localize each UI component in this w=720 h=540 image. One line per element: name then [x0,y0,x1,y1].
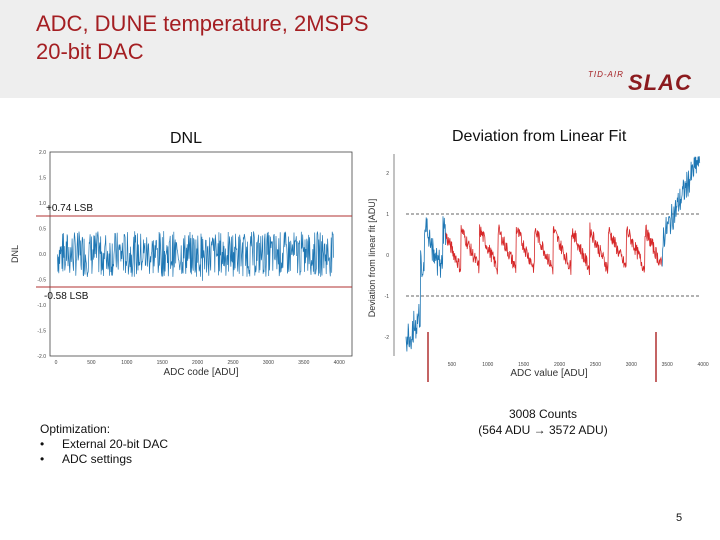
dnl-series-line [57,231,334,281]
dnl-x-tick-label: 2500 [227,360,238,366]
page-number: 5 [676,512,683,524]
dnl-y-tick-label: -0.5 [37,278,46,284]
dnl-x-tick-label: 2000 [192,360,203,366]
dnl-x-tick-label: 4000 [334,360,345,366]
dnl-x-tick-label: 1500 [157,360,168,366]
range-counts: 3008 Counts [508,407,578,421]
logo-text: SLAC [628,70,692,95]
dnl-y-tick-label: -2.0 [37,354,46,360]
notes-item: ADC settings [40,452,168,467]
fit-y-axis-label: Deviation from linear fit [ADU] [367,199,377,318]
fit-x-tick-label: 2500 [590,362,601,368]
dnl-upper-label: +0.74 LSB [46,203,93,214]
range-span: (564 ADU → 3572 ADU) [478,423,608,437]
fit-y-tick-label: 1 [386,212,389,218]
dnl-x-axis-label: ADC code [ADU] [163,367,238,378]
fit-y-tick-label: -2 [385,335,390,341]
fit-series-blue-left [405,216,447,352]
notes-heading: Optimization: [40,422,111,436]
fit-x-tick-label: 1500 [518,362,529,368]
dnl-x-tick-label: 3500 [298,360,309,366]
fit-x-tick-label: 1000 [482,362,493,368]
fit-x-axis-label: ADC value [ADU] [510,368,587,379]
fit-plot-title: Deviation from Linear Fit [452,128,627,145]
slide-title: ADC, DUNE temperature, 2MSPS 20-bit DAC [36,11,369,64]
fit-y-tick-label: 0 [386,253,389,259]
fit-series-blue-right [661,156,701,267]
fit-y-tick-label: 2 [386,171,389,177]
dnl-ticks: 0 500 1000 1500 2000 2500 3000 3500 4000 -2.0 -1.5… [37,150,345,366]
fit-ticks: 500 1000 1500 2000 2500 3000 3500 4000 -2 -1 0 1 2 [385,171,709,368]
fit-x-tick-label: 2000 [554,362,565,368]
dnl-y-axis-label: DNL [10,245,20,263]
dnl-plot-frame [49,151,353,357]
slac-logo: TID-AIR SLAC [586,64,696,95]
dnl-x-tick-label: 3000 [263,360,274,366]
dnl-lower-label: -0.58 LSB [44,291,89,302]
dnl-x-tick-label: 500 [87,360,96,366]
dnl-x-tick-label: 1000 [121,360,132,366]
dnl-chart: DNL ADC code [ADU] 0 500 1000 1500 2000 2500 3… [10,150,353,378]
dnl-y-tick-label: 2.0 [39,150,46,156]
fit-chart: Deviation from linear fit [ADU] ADC valu… [367,154,709,382]
notes-list: External 20-bit DAC ADC settings [40,437,168,467]
fit-x-tick-label: 3000 [626,362,637,368]
dnl-y-tick-label: -1.0 [37,303,46,309]
notes-item: External 20-bit DAC [40,437,168,452]
dnl-x-tick-label: 0 [55,360,58,366]
fit-x-tick-label: 3500 [662,362,673,368]
fit-x-tick-label: 500 [448,362,457,368]
dnl-plot-title: DNL [170,130,203,147]
dnl-y-tick-label: 0.5 [39,227,46,233]
range-annotation: 3008 Counts (564 ADU → 3572 ADU) [468,406,618,438]
dnl-y-tick-label: 1.0 [39,201,46,207]
slide-header [0,0,720,98]
optimization-notes: Optimization: External 20-bit DAC ADC se… [40,422,168,467]
dnl-y-tick-label: 1.5 [39,176,46,182]
dnl-guides [36,215,352,288]
dnl-y-tick-label: -1.5 [37,329,46,335]
range-bracket [427,332,657,382]
logo-subtext: TID-AIR [588,70,624,79]
fit-x-tick-label: 4000 [698,362,709,368]
fit-series-red [445,222,663,276]
dnl-y-tick-label: 0.0 [39,252,46,258]
fit-y-tick-label: -1 [385,294,390,300]
